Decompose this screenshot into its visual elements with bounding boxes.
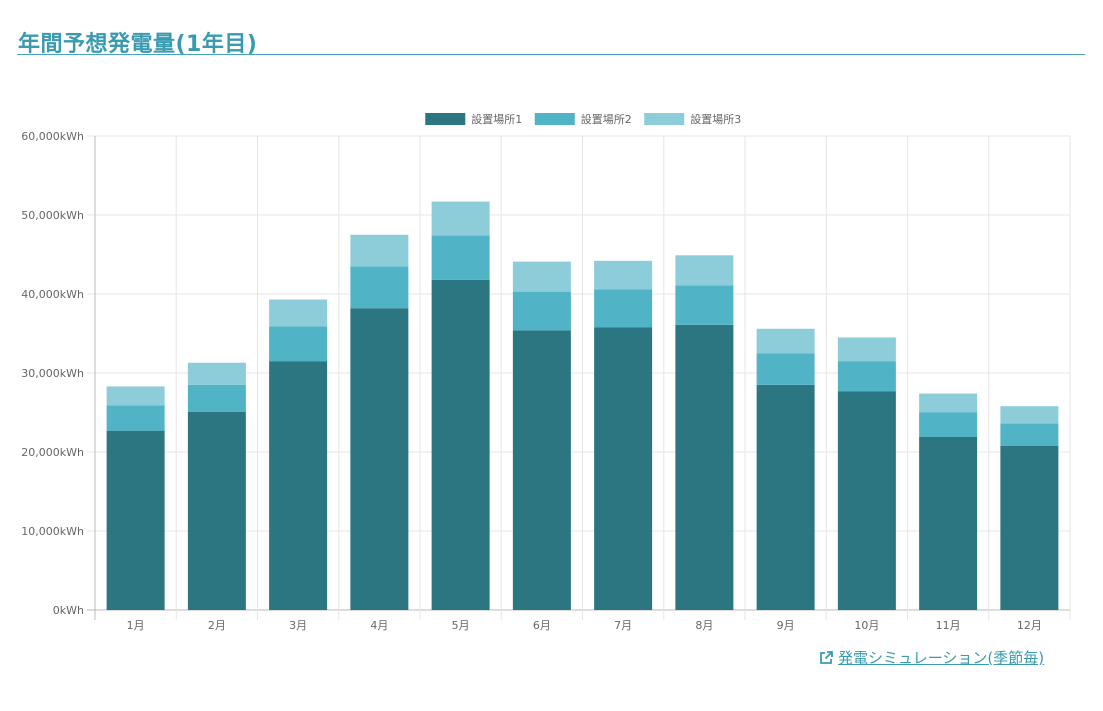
bar-2[interactable] xyxy=(837,361,896,392)
y-tick-label: 10,000kWh xyxy=(21,525,84,538)
seasonal-simulation-link[interactable]: 発電シミュレーション(季節毎) xyxy=(818,647,1044,668)
bar-2[interactable] xyxy=(350,266,409,309)
bar-2[interactable] xyxy=(594,289,653,328)
x-tick-label: 11月 xyxy=(936,619,961,632)
bar-3[interactable] xyxy=(350,234,409,267)
x-tick-label: 1月 xyxy=(127,619,145,632)
x-tick-label: 12月 xyxy=(1017,619,1042,632)
bar-1[interactable] xyxy=(431,279,490,610)
bar-2[interactable] xyxy=(1000,423,1059,446)
x-tick-label: 4月 xyxy=(370,619,388,632)
x-tick-label: 3月 xyxy=(289,619,307,632)
bar-1[interactable] xyxy=(594,327,653,610)
y-tick-label: 0kWh xyxy=(53,604,84,617)
bar-2[interactable] xyxy=(269,326,328,362)
bar-1[interactable] xyxy=(187,411,246,610)
bar-1[interactable] xyxy=(512,330,571,610)
bar-3[interactable] xyxy=(269,299,328,327)
bar-3[interactable] xyxy=(1000,406,1059,424)
legend-swatch xyxy=(425,113,466,125)
bar-3[interactable] xyxy=(919,393,978,413)
x-tick-label: 6月 xyxy=(533,619,551,632)
stacked-bar-chart: 0kWh 10,000kWh 20,000kWh 30,000kWh 40,000kWh… xyxy=(21,112,1071,632)
bar-1[interactable] xyxy=(106,430,165,610)
bar-1[interactable] xyxy=(675,324,734,610)
y-tick-label: 30,000kWh xyxy=(21,367,84,380)
x-tick-label: 7月 xyxy=(614,619,632,632)
x-tick-label: 5月 xyxy=(452,619,470,632)
page-title: 年間予想発電量(1年目) xyxy=(18,32,258,57)
x-tick-label: 8月 xyxy=(695,619,713,632)
title-divider xyxy=(17,54,1085,55)
bar-3[interactable] xyxy=(187,362,246,385)
bar-1[interactable] xyxy=(269,361,328,610)
seasonal-simulation-link-label: 発電シミュレーション(季節毎) xyxy=(838,649,1045,667)
x-tick-label: 9月 xyxy=(777,619,795,632)
bar-3[interactable] xyxy=(431,201,490,236)
bar-3[interactable] xyxy=(594,260,653,290)
bar-1[interactable] xyxy=(350,308,409,610)
bar-1[interactable] xyxy=(1000,445,1059,610)
bar-3[interactable] xyxy=(106,386,165,406)
bar-3[interactable] xyxy=(675,255,734,286)
x-tick-label: 10月 xyxy=(854,619,879,632)
y-tick-label: 60,000kWh xyxy=(21,130,84,143)
bar-2[interactable] xyxy=(756,353,815,385)
legend-swatch xyxy=(534,113,575,125)
external-link-icon xyxy=(820,650,833,664)
bar-3[interactable] xyxy=(837,337,896,362)
bar-3[interactable] xyxy=(756,328,815,354)
bar-2[interactable] xyxy=(106,405,165,431)
bar-1[interactable] xyxy=(837,391,896,610)
bar-2[interactable] xyxy=(919,412,978,437)
bar-3[interactable] xyxy=(512,261,571,292)
legend-label: 設置場所1 xyxy=(471,112,522,126)
bar-1[interactable] xyxy=(919,436,978,610)
bar-2[interactable] xyxy=(431,235,490,280)
y-tick-label: 20,000kWh xyxy=(21,446,84,459)
y-tick-label: 40,000kWh xyxy=(21,288,84,301)
y-tick-label: 50,000kWh xyxy=(21,209,84,222)
legend-label: 設置場所2 xyxy=(581,112,632,126)
x-tick-label: 2月 xyxy=(208,619,226,632)
bar-1[interactable] xyxy=(756,384,815,610)
bar-2[interactable] xyxy=(187,384,246,412)
bar-2[interactable] xyxy=(512,291,571,331)
legend-swatch xyxy=(644,113,685,125)
bar-2[interactable] xyxy=(675,285,734,325)
legend-label: 設置場所3 xyxy=(690,112,741,126)
